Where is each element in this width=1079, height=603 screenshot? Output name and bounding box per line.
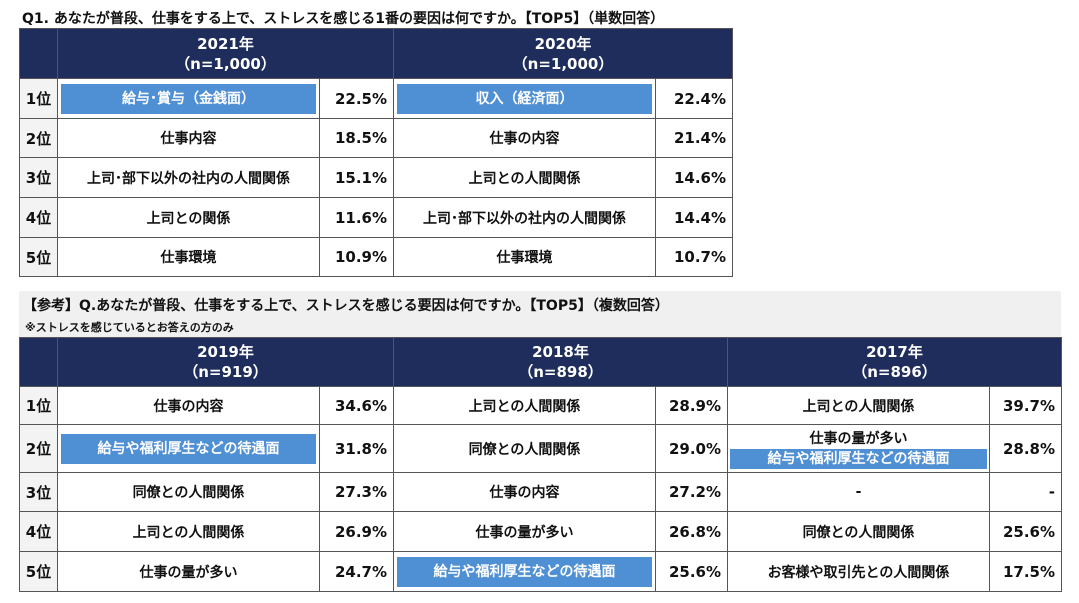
highlight-item: 給与や福利厚生などの待遇面 [730, 448, 987, 469]
pct-cell: 10.9% [318, 237, 395, 277]
table-row: 4位 上司との人間関係 26.9% 仕事の量が多い 26.8% 同僚との人間関係… [19, 511, 1062, 552]
item-cell: 仕事内容 [57, 118, 320, 158]
item-cell: 給与･賞与（金銭面） [57, 78, 320, 119]
ref-note: ※ストレスを感じているとお答えの方のみ [25, 321, 234, 334]
item-cell: 上司との人間関係 [727, 386, 990, 425]
q1-header-2021: 2021年 （n=1,000） [56, 28, 395, 79]
table-row: 5位 仕事の量が多い 24.7% 給与や福利厚生などの待遇面 25.6% お客様… [19, 551, 1062, 592]
rank-cell: 4位 [19, 511, 58, 552]
table-row: 1位 給与･賞与（金銭面） 22.5% 収入（経済面） 22.4% [19, 78, 734, 119]
table-row: 3位 上司･部下以外の社内の人間関係 15.1% 上司との人間関係 14.6% [19, 157, 734, 198]
highlight-item: 給与や福利厚生などの待遇面 [397, 556, 652, 587]
pct-cell: 28.9% [655, 386, 728, 425]
item-cell: 上司との関係 [57, 197, 320, 238]
item-cell: 仕事環境 [57, 237, 320, 277]
pct-cell: 26.8% [655, 511, 728, 552]
item-cell: 給与や福利厚生などの待遇面 [57, 424, 320, 473]
rank-cell: 3位 [19, 157, 58, 198]
pct-cell: 27.2% [655, 472, 728, 512]
item-cell: 上司との人間関係 [393, 386, 656, 425]
item-cell: 仕事環境 [393, 237, 657, 277]
pct-cell: 21.4% [655, 118, 734, 158]
ref-header-2018: 2018年 （n=898） [393, 337, 728, 387]
item-cell: 上司との人間関係 [57, 511, 320, 552]
highlight-item: 給与･賞与（金銭面） [61, 83, 316, 114]
item-cell: 仕事の量が多い [57, 551, 320, 592]
pct-cell: 25.6% [989, 511, 1062, 552]
pct-cell: 10.7% [655, 237, 734, 277]
highlight-item: 給与や福利厚生などの待遇面 [61, 433, 316, 464]
rank-cell: 5位 [19, 551, 58, 592]
item-line: 仕事の量が多い [809, 430, 908, 447]
pct-cell: 14.4% [655, 197, 734, 238]
rank-cell: 1位 [19, 78, 58, 119]
item-cell: 同僚との人間関係 [57, 472, 320, 512]
highlight-item: 収入（経済面） [397, 83, 653, 114]
ref-table: 2019年 （n=919） 2018年 （n=898） 2017年 （n=896） 1… [19, 337, 1062, 592]
pct-cell: 34.6% [319, 386, 394, 425]
table-row: 4位 上司との関係 11.6% 上司･部下以外の社内の人間関係 14.4% [19, 197, 734, 238]
pct-cell: 18.5% [318, 118, 395, 158]
pct-cell: 17.5% [989, 551, 1062, 592]
item-cell: 上司との人間関係 [393, 157, 657, 198]
pct-cell: - [989, 472, 1062, 512]
table-row: 2位 給与や福利厚生などの待遇面 31.8% 同僚との人間関係 29.0% 仕事… [19, 424, 1062, 473]
pct-cell: 25.6% [655, 551, 728, 592]
pct-cell: 24.7% [319, 551, 394, 592]
q1-header-blank [19, 28, 58, 79]
ref-title-band [19, 291, 1061, 337]
item-cell: 給与や福利厚生などの待遇面 [393, 551, 656, 592]
pct-cell: 26.9% [319, 511, 394, 552]
item-cell: 同僚との人間関係 [727, 511, 990, 552]
table-row: 3位 同僚との人間関係 27.3% 仕事の内容 27.2% - - [19, 472, 1062, 512]
ref-header-blank [19, 337, 58, 387]
pct-cell: 14.6% [655, 157, 734, 198]
pct-cell: 22.5% [318, 78, 395, 119]
rank-cell: 1位 [19, 386, 58, 425]
item-cell: 仕事の量が多い 給与や福利厚生などの待遇面 [727, 424, 990, 473]
item-cell: 収入（経済面） [393, 78, 657, 119]
item-cell: 上司･部下以外の社内の人間関係 [393, 197, 657, 238]
item-cell: 上司･部下以外の社内の人間関係 [57, 157, 320, 198]
pct-cell: 22.4% [655, 78, 734, 119]
q1-header-2020: 2020年 （n=1,000） [393, 28, 734, 79]
rank-cell: 3位 [19, 472, 58, 512]
pct-cell: 11.6% [318, 197, 395, 238]
pct-cell: 39.7% [989, 386, 1062, 425]
rank-cell: 4位 [19, 197, 58, 238]
table-row: 2位 仕事内容 18.5% 仕事の内容 21.4% [19, 118, 734, 158]
q1-title: Q1. あなたが普段、仕事をする上で、ストレスを感じる1番の要因は何ですか。【T… [22, 11, 665, 27]
pct-cell: 15.1% [318, 157, 395, 198]
q1-table: 2021年 （n=1,000） 2020年 （n=1,000） 1位 給与･賞与（金… [19, 28, 734, 277]
pct-cell: 31.8% [319, 424, 394, 473]
item-cell: 仕事の量が多い [393, 511, 656, 552]
rank-cell: 2位 [19, 118, 58, 158]
item-cell: 同僚との人間関係 [393, 424, 656, 473]
item-cell: 仕事の内容 [393, 472, 656, 512]
pct-cell: 27.3% [319, 472, 394, 512]
item-cell: 仕事の内容 [393, 118, 657, 158]
item-cell: - [727, 472, 990, 512]
item-cell: 仕事の内容 [57, 386, 320, 425]
ref-title: 【参考】Q.あなたが普段、仕事をする上で、ストレスを感じる要因は何ですか。【TO… [23, 298, 669, 314]
pct-cell: 29.0% [655, 424, 728, 473]
ref-header-2019: 2019年 （n=919） [57, 337, 394, 387]
table-row: 1位 仕事の内容 34.6% 上司との人間関係 28.9% 上司との人間関係 3… [19, 386, 1062, 425]
table-row: 5位 仕事環境 10.9% 仕事環境 10.7% [19, 237, 734, 277]
rank-cell: 5位 [19, 237, 58, 277]
rank-cell: 2位 [19, 424, 58, 473]
item-cell: お客様や取引先との人間関係 [727, 551, 990, 592]
pct-cell: 28.8% [989, 424, 1062, 473]
ref-header-2017: 2017年 （n=896） [727, 337, 1062, 387]
